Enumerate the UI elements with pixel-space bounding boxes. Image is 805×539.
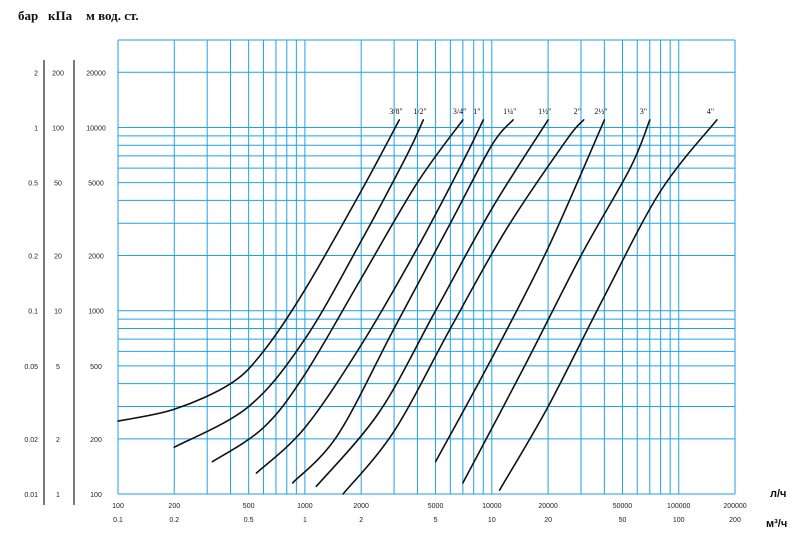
y-tick-kpa: 200 — [52, 70, 64, 77]
y-tick-mm: 200 — [90, 437, 102, 444]
curve-label: 1½" — [538, 107, 551, 116]
y-tick-bar: 2 — [34, 70, 38, 77]
units-header: бар кПа м вод. ст. — [18, 8, 139, 23]
y-tick-kpa: 1 — [56, 492, 60, 499]
x-tick-m3h: 10 — [488, 517, 496, 524]
x-tick-lph: 10000 — [482, 503, 502, 510]
curve-label: 4" — [707, 107, 714, 116]
x-tick-m3h: 0.2 — [169, 517, 179, 524]
curve-0 — [117, 119, 401, 422]
y-tick-bar: 0.2 — [28, 254, 38, 261]
x-tick-m3h: 0.5 — [244, 517, 254, 524]
x-unit-bottom: м³/ч — [766, 518, 787, 530]
curve-7 — [434, 119, 606, 463]
curve-label: 3/4" — [453, 107, 467, 116]
x-unit-top: л/ч — [770, 488, 786, 500]
y-tick-mm: 1000 — [88, 309, 104, 316]
x-tick-lph: 100 — [112, 503, 124, 510]
curve-4 — [291, 119, 514, 484]
curve-label: 2" — [574, 107, 581, 116]
curve-6 — [342, 119, 585, 495]
curve-5 — [315, 119, 549, 488]
y-tick-bar: 0.5 — [28, 181, 38, 188]
x-tick-m3h: 200 — [729, 517, 741, 524]
curve-label: 1/2" — [413, 107, 427, 116]
x-tick-lph: 200000 — [723, 503, 746, 510]
x-tick-m3h: 1 — [303, 517, 307, 524]
y-tick-mm: 5000 — [88, 181, 104, 188]
y-tick-mm: 20000 — [86, 70, 106, 77]
y-tick-bar: 0.01 — [24, 492, 38, 499]
curve-2 — [211, 119, 464, 463]
curve-3 — [255, 119, 485, 474]
grid — [117, 39, 736, 495]
x-tick-lph: 2000 — [353, 503, 369, 510]
y-tick-kpa: 2 — [56, 437, 60, 444]
x-tick-lph: 200 — [168, 503, 180, 510]
y-tick-mm: 10000 — [86, 125, 106, 132]
y-tick-kpa: 5 — [56, 364, 60, 371]
x-tick-lph: 1000 — [297, 503, 313, 510]
curve-label: 2½" — [594, 107, 607, 116]
y-scale-bars — [43, 60, 75, 505]
y-tick-kpa: 20 — [54, 254, 62, 261]
y-tick-mm: 500 — [90, 364, 102, 371]
x-tick-lph: 5000 — [428, 503, 444, 510]
x-tick-labels: 100 0.1 200 0.2 500 0.5 1000 1 2000 2 5000 5 10000 10… — [112, 503, 747, 524]
y-tick-bar: 0.05 — [24, 364, 38, 371]
y-tick-kpa: 100 — [52, 125, 64, 132]
x-tick-lph: 100000 — [667, 503, 690, 510]
curve-9 — [498, 119, 718, 491]
curve-1 — [173, 119, 425, 448]
x-tick-m3h: 0.1 — [113, 517, 123, 524]
unit-mm-header: м вод. ст. — [86, 8, 139, 23]
curve-labels: 3/8" 1/2" 3/4" 1" 1¼" 1½" 2" 2½" 3" 4" — [389, 107, 714, 116]
x-tick-m3h: 50 — [619, 517, 627, 524]
y-tick-mm: 100 — [90, 492, 102, 499]
y-tick-bar: 1 — [34, 125, 38, 132]
y-tick-kpa: 50 — [54, 181, 62, 188]
curve-label: 3" — [640, 107, 647, 116]
curves — [117, 119, 718, 495]
unit-bar-header: бар — [18, 8, 38, 23]
curve-8 — [462, 119, 651, 484]
x-tick-lph: 50000 — [613, 503, 633, 510]
x-tick-m3h: 5 — [434, 517, 438, 524]
y-tick-mm: 2000 — [88, 254, 104, 261]
x-tick-m3h: 100 — [673, 517, 685, 524]
x-tick-lph: 20000 — [538, 503, 558, 510]
y-tick-bar: 0.1 — [28, 309, 38, 316]
y-tick-labels: 2 200 20000 1 100 10000 0.5 50 5000 0.2 20 2000 0.1 1… — [24, 70, 105, 499]
unit-kpa-header: кПа — [48, 8, 73, 23]
y-tick-bar: 0.02 — [24, 437, 38, 444]
x-tick-m3h: 20 — [544, 517, 552, 524]
y-tick-kpa: 10 — [54, 309, 62, 316]
curve-label: 3/8" — [389, 107, 403, 116]
curve-label: 1" — [473, 107, 480, 116]
curve-label: 1¼" — [503, 107, 516, 116]
x-tick-lph: 500 — [243, 503, 255, 510]
x-tick-m3h: 2 — [359, 517, 363, 524]
